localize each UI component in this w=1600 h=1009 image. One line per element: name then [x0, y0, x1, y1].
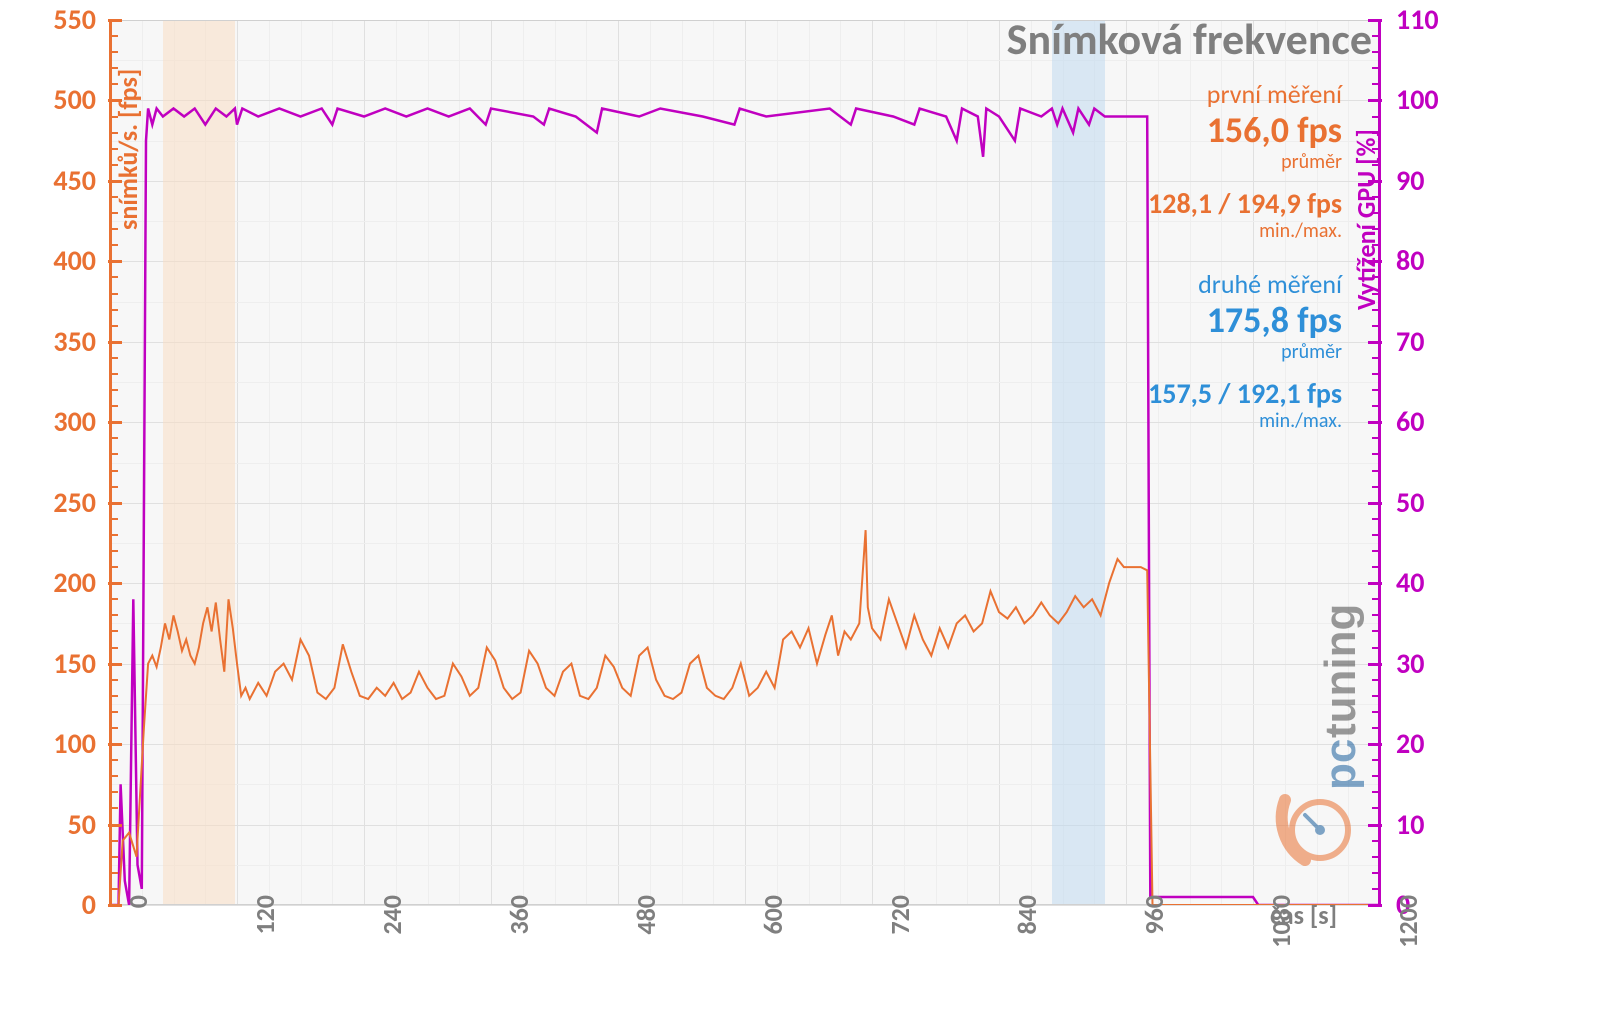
x-axis-tick: 480	[630, 895, 662, 975]
y-left-tick: 250	[16, 485, 96, 520]
y-left-tick: 550	[16, 2, 96, 37]
y-left-tick: 450	[16, 163, 96, 198]
x-axis-tick: 1080	[1265, 895, 1297, 975]
y-left-tick: 150	[16, 646, 96, 681]
y-right-tick: 110	[1396, 2, 1439, 37]
x-axis-tick: 600	[757, 895, 789, 975]
y-right-tick: 40	[1396, 565, 1424, 600]
y-right-tick: 80	[1396, 243, 1424, 278]
x-axis-tick: 1200	[1392, 895, 1424, 975]
y-right-tick: 90	[1396, 163, 1424, 198]
x-axis-tick: 240	[376, 895, 408, 975]
x-axis-tick: 120	[249, 895, 281, 975]
y-right-tick: 30	[1396, 646, 1424, 681]
y-right-tick: 10	[1396, 807, 1424, 842]
series-fps-line	[110, 530, 1380, 905]
x-axis-tick: 0	[122, 895, 154, 975]
y-left-tick: 400	[16, 243, 96, 278]
y-left-tick: 300	[16, 404, 96, 439]
y-left-tick: 0	[16, 887, 96, 922]
chart-lines-svg	[0, 0, 1600, 1009]
y-left-tick: 500	[16, 82, 96, 117]
y-right-tick: 50	[1396, 485, 1424, 520]
y-right-tick: 60	[1396, 404, 1424, 439]
y-left-tick: 50	[16, 807, 96, 842]
x-axis-tick: 360	[503, 895, 535, 975]
y-left-tick: 100	[16, 726, 96, 761]
y-left-tick: 350	[16, 324, 96, 359]
chart-container: Snímková frekvence první měření 156,0 fp…	[0, 0, 1600, 1009]
x-axis-tick: 840	[1011, 895, 1043, 975]
x-axis-tick: 960	[1138, 895, 1170, 975]
y-right-tick: 70	[1396, 324, 1424, 359]
y-left-tick: 200	[16, 565, 96, 600]
y-right-tick: 100	[1396, 82, 1439, 117]
y-right-tick: 20	[1396, 726, 1424, 761]
x-axis-tick: 720	[884, 895, 916, 975]
series-gpu-line	[110, 109, 1380, 906]
